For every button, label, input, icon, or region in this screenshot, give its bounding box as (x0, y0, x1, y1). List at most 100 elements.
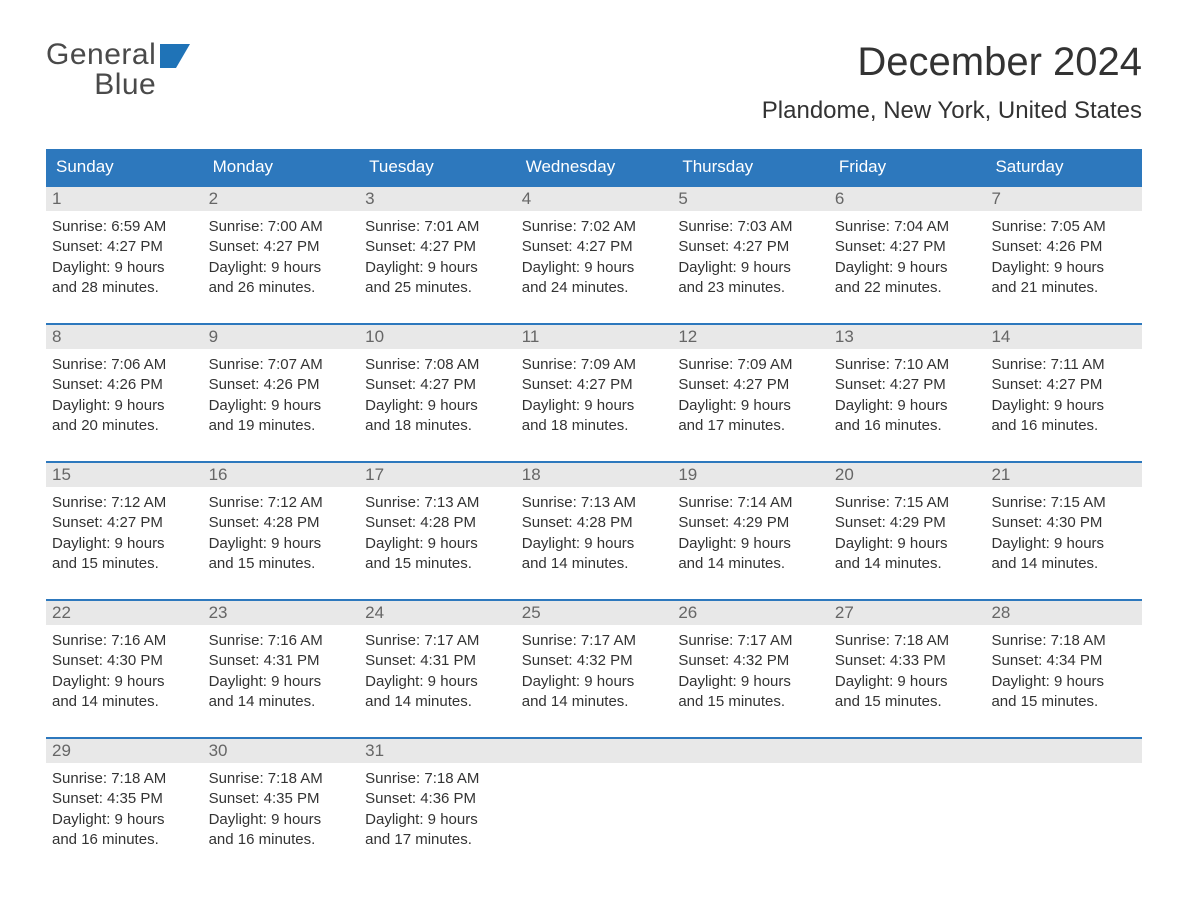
day-daylight1: Daylight: 9 hours (835, 258, 980, 278)
day-content: Sunrise: 6:59 AMSunset: 4:27 PMDaylight:… (46, 211, 203, 302)
day-sunset: Sunset: 4:32 PM (678, 651, 823, 671)
day-content: Sunrise: 7:02 AMSunset: 4:27 PMDaylight:… (516, 211, 673, 302)
day-content: Sunrise: 7:18 AMSunset: 4:33 PMDaylight:… (829, 625, 986, 716)
day-sunrise: Sunrise: 7:12 AM (52, 493, 197, 513)
day-daylight1: Daylight: 9 hours (365, 672, 510, 692)
day-number: 17 (359, 463, 516, 487)
day-content: Sunrise: 7:18 AMSunset: 4:35 PMDaylight:… (203, 763, 360, 854)
day-daylight2: and 14 minutes. (522, 692, 667, 712)
day-daylight1: Daylight: 9 hours (678, 258, 823, 278)
day-daylight1: Daylight: 9 hours (365, 810, 510, 830)
brand-logo: General Blue (46, 40, 190, 100)
calendar-day (516, 739, 673, 857)
day-sunrise: Sunrise: 7:07 AM (209, 355, 354, 375)
calendar-day: 17Sunrise: 7:13 AMSunset: 4:28 PMDayligh… (359, 463, 516, 581)
day-daylight2: and 14 minutes. (678, 554, 823, 574)
day-sunrise: Sunrise: 7:18 AM (835, 631, 980, 651)
day-daylight2: and 22 minutes. (835, 278, 980, 298)
calendar-day: 10Sunrise: 7:08 AMSunset: 4:27 PMDayligh… (359, 325, 516, 443)
day-daylight2: and 14 minutes. (991, 554, 1136, 574)
day-sunset: Sunset: 4:32 PM (522, 651, 667, 671)
day-daylight1: Daylight: 9 hours (52, 396, 197, 416)
day-daylight1: Daylight: 9 hours (209, 534, 354, 554)
day-number: 18 (516, 463, 673, 487)
day-content: Sunrise: 7:13 AMSunset: 4:28 PMDaylight:… (359, 487, 516, 578)
calendar-week: 15Sunrise: 7:12 AMSunset: 4:27 PMDayligh… (46, 461, 1142, 581)
day-daylight1: Daylight: 9 hours (991, 258, 1136, 278)
calendar-day: 31Sunrise: 7:18 AMSunset: 4:36 PMDayligh… (359, 739, 516, 857)
day-daylight2: and 16 minutes. (835, 416, 980, 436)
day-sunrise: Sunrise: 7:13 AM (522, 493, 667, 513)
day-sunset: Sunset: 4:27 PM (52, 513, 197, 533)
day-sunset: Sunset: 4:28 PM (522, 513, 667, 533)
calendar-day: 29Sunrise: 7:18 AMSunset: 4:35 PMDayligh… (46, 739, 203, 857)
day-daylight1: Daylight: 9 hours (522, 258, 667, 278)
day-sunrise: Sunrise: 7:01 AM (365, 217, 510, 237)
day-daylight2: and 19 minutes. (209, 416, 354, 436)
calendar-day: 9Sunrise: 7:07 AMSunset: 4:26 PMDaylight… (203, 325, 360, 443)
day-content: Sunrise: 7:17 AMSunset: 4:32 PMDaylight:… (672, 625, 829, 716)
day-sunset: Sunset: 4:27 PM (522, 375, 667, 395)
day-daylight1: Daylight: 9 hours (678, 534, 823, 554)
day-content: Sunrise: 7:14 AMSunset: 4:29 PMDaylight:… (672, 487, 829, 578)
calendar-day: 4Sunrise: 7:02 AMSunset: 4:27 PMDaylight… (516, 187, 673, 305)
calendar-week: 1Sunrise: 6:59 AMSunset: 4:27 PMDaylight… (46, 185, 1142, 305)
day-number (516, 739, 673, 763)
day-daylight1: Daylight: 9 hours (835, 672, 980, 692)
day-sunrise: Sunrise: 7:18 AM (365, 769, 510, 789)
day-number: 14 (985, 325, 1142, 349)
day-header: Friday (829, 149, 986, 185)
day-header: Tuesday (359, 149, 516, 185)
day-number: 2 (203, 187, 360, 211)
day-sunset: Sunset: 4:28 PM (209, 513, 354, 533)
day-sunrise: Sunrise: 6:59 AM (52, 217, 197, 237)
day-daylight2: and 18 minutes. (365, 416, 510, 436)
day-daylight2: and 15 minutes. (835, 692, 980, 712)
day-content: Sunrise: 7:04 AMSunset: 4:27 PMDaylight:… (829, 211, 986, 302)
day-sunrise: Sunrise: 7:15 AM (835, 493, 980, 513)
calendar: SundayMondayTuesdayWednesdayThursdayFrid… (46, 149, 1142, 857)
day-daylight1: Daylight: 9 hours (209, 672, 354, 692)
day-sunrise: Sunrise: 7:02 AM (522, 217, 667, 237)
day-content: Sunrise: 7:01 AMSunset: 4:27 PMDaylight:… (359, 211, 516, 302)
day-sunrise: Sunrise: 7:16 AM (209, 631, 354, 651)
day-sunrise: Sunrise: 7:17 AM (678, 631, 823, 651)
day-daylight2: and 14 minutes. (209, 692, 354, 712)
day-number (829, 739, 986, 763)
day-sunrise: Sunrise: 7:12 AM (209, 493, 354, 513)
day-daylight2: and 24 minutes. (522, 278, 667, 298)
day-number: 22 (46, 601, 203, 625)
day-content: Sunrise: 7:18 AMSunset: 4:34 PMDaylight:… (985, 625, 1142, 716)
day-number (672, 739, 829, 763)
day-sunset: Sunset: 4:30 PM (991, 513, 1136, 533)
day-daylight2: and 16 minutes. (52, 830, 197, 850)
day-header: Sunday (46, 149, 203, 185)
day-daylight2: and 17 minutes. (365, 830, 510, 850)
day-daylight1: Daylight: 9 hours (52, 810, 197, 830)
day-sunset: Sunset: 4:27 PM (678, 237, 823, 257)
calendar-day: 26Sunrise: 7:17 AMSunset: 4:32 PMDayligh… (672, 601, 829, 719)
day-sunrise: Sunrise: 7:04 AM (835, 217, 980, 237)
day-sunset: Sunset: 4:36 PM (365, 789, 510, 809)
day-sunrise: Sunrise: 7:09 AM (678, 355, 823, 375)
day-daylight1: Daylight: 9 hours (522, 396, 667, 416)
month-title: December 2024 (762, 40, 1142, 85)
day-content: Sunrise: 7:09 AMSunset: 4:27 PMDaylight:… (516, 349, 673, 440)
day-content: Sunrise: 7:03 AMSunset: 4:27 PMDaylight:… (672, 211, 829, 302)
calendar-day: 8Sunrise: 7:06 AMSunset: 4:26 PMDaylight… (46, 325, 203, 443)
day-content: Sunrise: 7:06 AMSunset: 4:26 PMDaylight:… (46, 349, 203, 440)
day-number: 4 (516, 187, 673, 211)
day-sunrise: Sunrise: 7:03 AM (678, 217, 823, 237)
calendar-day: 3Sunrise: 7:01 AMSunset: 4:27 PMDaylight… (359, 187, 516, 305)
day-number: 6 (829, 187, 986, 211)
day-number: 8 (46, 325, 203, 349)
calendar-day: 20Sunrise: 7:15 AMSunset: 4:29 PMDayligh… (829, 463, 986, 581)
day-daylight2: and 15 minutes. (678, 692, 823, 712)
day-content: Sunrise: 7:08 AMSunset: 4:27 PMDaylight:… (359, 349, 516, 440)
day-number: 5 (672, 187, 829, 211)
day-header: Monday (203, 149, 360, 185)
day-sunset: Sunset: 4:29 PM (835, 513, 980, 533)
day-daylight1: Daylight: 9 hours (522, 672, 667, 692)
day-content: Sunrise: 7:10 AMSunset: 4:27 PMDaylight:… (829, 349, 986, 440)
brand-word1: General (46, 40, 156, 70)
